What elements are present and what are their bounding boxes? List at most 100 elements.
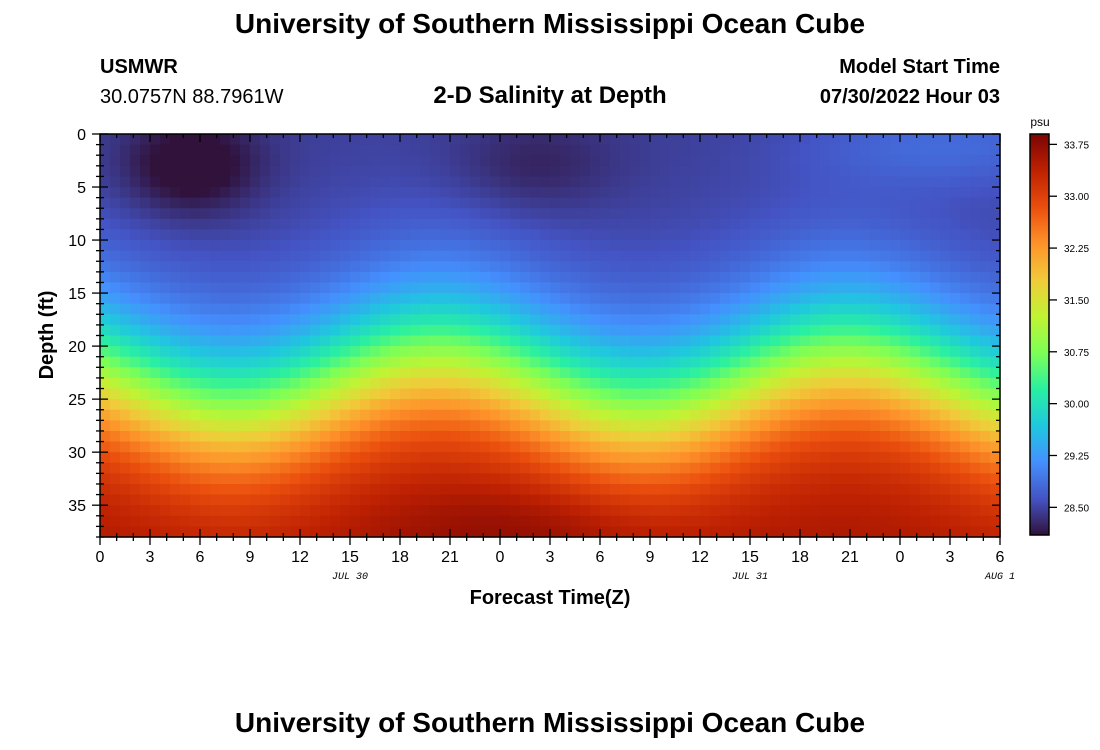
heatmap-cell [120, 452, 131, 464]
heatmap-cell [620, 388, 631, 400]
heatmap-cell [560, 526, 571, 538]
heatmap-cell [330, 293, 341, 305]
heatmap-cell [520, 314, 531, 326]
heatmap-cell [100, 441, 111, 453]
heatmap-cell [270, 240, 281, 252]
heatmap-cell [400, 346, 411, 358]
heatmap-cell [310, 462, 321, 474]
heatmap-cell [190, 441, 201, 453]
heatmap-cell [590, 282, 601, 294]
heatmap-cell [340, 250, 351, 262]
heatmap-cell [390, 526, 401, 538]
heatmap-cell [130, 409, 141, 421]
heatmap-cell [910, 356, 921, 368]
heatmap-cell [360, 335, 371, 347]
heatmap-cell [770, 250, 781, 262]
heatmap-cell [940, 314, 951, 326]
heatmap-cell [890, 303, 901, 315]
heatmap-cell [680, 441, 691, 453]
heatmap-cell [410, 409, 421, 421]
heatmap-cell [540, 293, 551, 305]
heatmap-cell [970, 399, 981, 411]
heatmap-cell [870, 505, 881, 517]
heatmap-cell [670, 229, 681, 241]
heatmap-cell [160, 293, 171, 305]
heatmap-cell [460, 409, 471, 421]
heatmap-cell [780, 155, 791, 167]
heatmap-cell [920, 187, 931, 199]
heatmap-cell [560, 282, 571, 294]
heatmap-cell [980, 240, 991, 252]
heatmap-cell [970, 356, 981, 368]
heatmap-cell [810, 314, 821, 326]
heatmap-cell [690, 229, 701, 241]
heatmap-cell [870, 314, 881, 326]
heatmap-cell [580, 494, 591, 506]
heatmap-cell [450, 335, 461, 347]
heatmap-cell [900, 155, 911, 167]
heatmap-cell [140, 187, 151, 199]
heatmap-cell [580, 515, 591, 527]
heatmap-cell [390, 452, 401, 464]
heatmap-cell [490, 356, 501, 368]
heatmap-cell [290, 218, 301, 231]
heatmap-cell [580, 452, 591, 464]
heatmap-cell [740, 388, 751, 400]
heatmap-cell [560, 515, 571, 527]
heatmap-cell [510, 303, 521, 315]
heatmap-cell [860, 452, 871, 464]
heatmap-cell [660, 144, 671, 156]
heatmap-cell [670, 155, 681, 167]
heatmap-cell [470, 229, 481, 241]
heatmap-cell [290, 250, 301, 262]
heatmap-cell [760, 377, 771, 390]
heatmap-cell [890, 377, 901, 390]
heatmap-cell [360, 483, 371, 496]
heatmap-cell [430, 282, 441, 294]
heatmap-cell [940, 240, 951, 252]
heatmap-cell [610, 515, 621, 527]
heatmap-cell [650, 261, 661, 273]
heatmap-cell [850, 324, 861, 337]
heatmap-cell [650, 473, 661, 485]
heatmap-cell [270, 388, 281, 400]
colorbar-tick-label: 30.00 [1064, 400, 1089, 411]
heatmap-cell [650, 335, 661, 347]
heatmap-cell [390, 165, 401, 178]
heatmap-cell [430, 303, 441, 315]
heatmap-cell [790, 462, 801, 474]
heatmap-cell [870, 261, 881, 273]
heatmap-cell [220, 420, 231, 432]
heatmap-cell [570, 218, 581, 231]
heatmap-cell [130, 462, 141, 474]
heatmap-cell [960, 409, 971, 421]
heatmap-cell [160, 494, 171, 506]
heatmap-cell [260, 240, 271, 252]
heatmap-cell [890, 155, 901, 167]
heatmap-cell [980, 494, 991, 506]
heatmap-cell [190, 367, 201, 379]
heatmap-cell [140, 430, 151, 443]
heatmap-cell [580, 155, 591, 167]
heatmap-cell [440, 271, 451, 284]
heatmap-cell [280, 452, 291, 464]
heatmap-cell [490, 505, 501, 517]
heatmap-cell [680, 134, 691, 146]
heatmap-cell [670, 430, 681, 443]
heatmap-cell [500, 483, 511, 496]
heatmap-cell [110, 197, 121, 209]
heatmap-cell [150, 494, 161, 506]
heatmap-cell [950, 494, 961, 506]
heatmap-cell [290, 473, 301, 485]
heatmap-cell [600, 462, 611, 474]
heatmap-cell [210, 229, 221, 241]
heatmap-cell [930, 430, 941, 443]
heatmap-cell [990, 229, 1001, 241]
heatmap-cell [530, 505, 541, 517]
heatmap-cell [620, 303, 631, 315]
heatmap-cell [500, 473, 511, 485]
heatmap-cell [870, 176, 881, 188]
heatmap-cell [670, 187, 681, 199]
heatmap-cell [150, 314, 161, 326]
heatmap-cell [840, 356, 851, 368]
